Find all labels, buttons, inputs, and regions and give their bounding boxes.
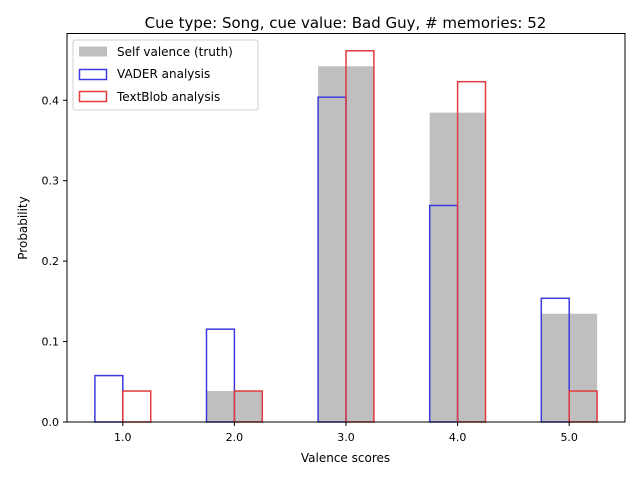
x-tick-label-3.0: 3.0 (337, 431, 355, 444)
legend: Self valence (truth) VADER analysis Text… (72, 39, 259, 111)
legend-label-vader: VADER analysis (117, 67, 210, 81)
legend-label-textblob: TextBlob analysis (116, 90, 220, 104)
y-tick-label-0.4: 0.4 (42, 94, 60, 107)
y-tick-label-0.1: 0.1 (42, 336, 60, 349)
legend-box (72, 39, 259, 111)
x-axis-label: Valence scores (301, 451, 390, 465)
legend-swatch-textblob (78, 90, 108, 103)
x-tick-label-1.0: 1.0 (114, 431, 132, 444)
x-tick-label-2.0: 2.0 (226, 431, 244, 444)
bars-layer (94, 50, 598, 423)
legend-swatch-vader (78, 68, 108, 81)
legend-swatch-self-valence (79, 46, 107, 57)
bar-vader-1.0 (94, 374, 124, 423)
y-axis-label: Probability (16, 196, 30, 259)
y-tick-label-0.2: 0.2 (42, 255, 60, 268)
chart-title: Cue type: Song, cue value: Bad Guy, # me… (145, 14, 547, 32)
y-axis: 0.0 0.1 0.2 0.3 0.4 (42, 94, 67, 429)
legend-label-self-valence: Self valence (truth) (117, 45, 233, 59)
y-tick-label-0.3: 0.3 (42, 175, 60, 188)
bar-textblob-1.0 (122, 390, 152, 423)
y-tick-label-0.0: 0.0 (42, 416, 60, 429)
x-tick-label-4.0: 4.0 (449, 431, 467, 444)
x-axis: 1.0 2.0 3.0 4.0 5.0 (114, 422, 578, 444)
x-tick-label-5.0: 5.0 (560, 431, 578, 444)
